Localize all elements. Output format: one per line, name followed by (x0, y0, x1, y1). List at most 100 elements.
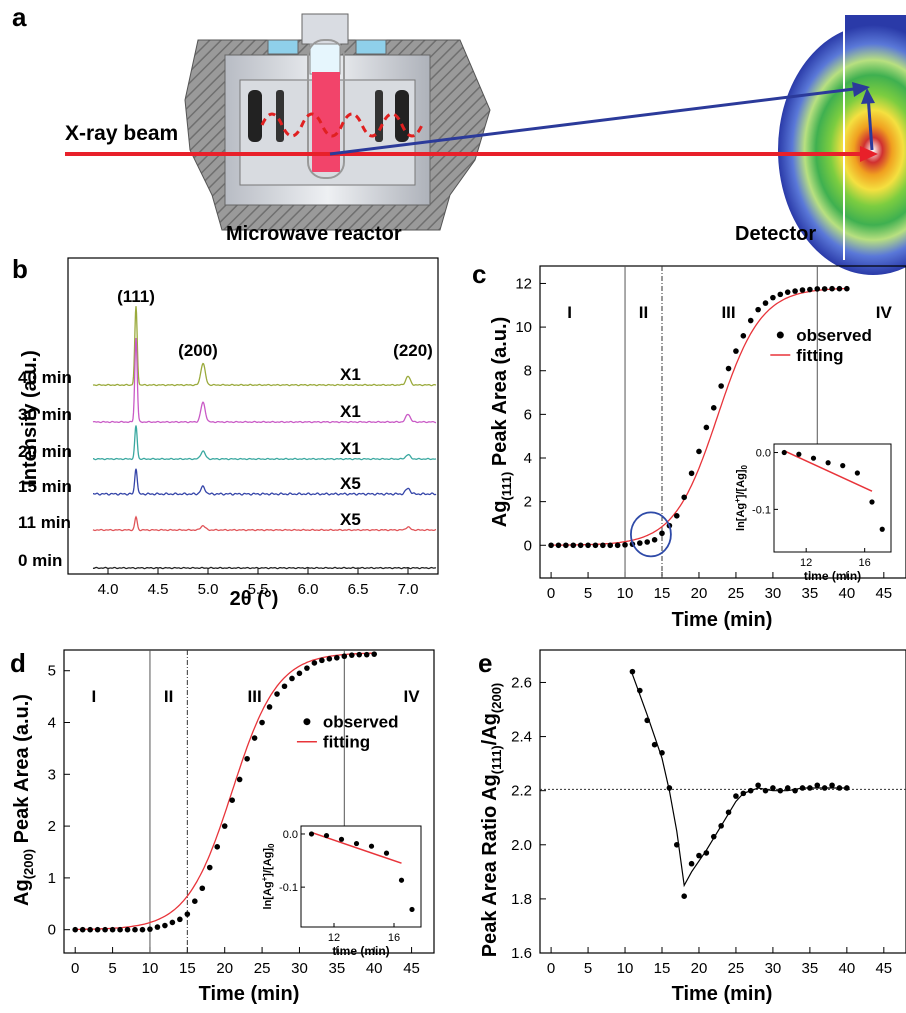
panel-c-observed-point (681, 494, 687, 500)
panel-d-observed-point (274, 691, 280, 697)
panel-c-x-tick-label: 25 (728, 585, 745, 602)
panel-d-inset-point (399, 878, 404, 883)
panel-d-observed-point (319, 658, 325, 664)
panel-label-d: d (10, 648, 26, 678)
panel-d-inset-y-label: ln[Ag+]/[Ag]0 (260, 843, 276, 910)
panel-c-inset-point (796, 452, 801, 457)
panel-d-observed-point (207, 865, 213, 871)
panel-c-x-tick-label: 45 (875, 585, 892, 602)
panel-c-x-tick-label: 0 (547, 585, 555, 602)
panel-e-y-tick-label: 2.0 (511, 837, 532, 854)
panel-c-y-tick-label: 12 (515, 275, 532, 292)
panel-c-observed-point (548, 542, 554, 548)
panel-d-observed-point (177, 917, 183, 923)
panel-e-data-point (689, 861, 695, 867)
panel-e-data-point (770, 785, 776, 791)
panel-c-observed-point (844, 286, 850, 292)
panel-e-data-point (822, 785, 828, 791)
panel-c-region-label: IV (876, 303, 893, 322)
panel-c-observed-point (763, 300, 769, 306)
panel-d-observed-point (192, 898, 198, 904)
panel-d-observed-point (110, 927, 116, 933)
panel-c-observed-point (807, 287, 813, 293)
panel-d-region-label: I (92, 687, 97, 706)
panel-e-x-tick-label: 40 (839, 960, 856, 977)
panel-d-inset-x-tick-label: 16 (388, 932, 400, 944)
panel-c-observed-point (615, 542, 621, 548)
panel-d-inset-y-tick-label: 0.0 (283, 829, 298, 841)
panel-c-observed-point (674, 513, 680, 519)
panel-e-data-point (755, 782, 761, 788)
panel-c-legend-label: observed (796, 326, 872, 345)
panel-e-x-axis-label: Time (min) (672, 983, 773, 1005)
panel-e-data-point (748, 788, 754, 794)
panel-c-inset-frame (774, 444, 891, 552)
panel-e-x-tick-label: 0 (547, 960, 555, 977)
panel-b-peak-label: (111) (117, 287, 155, 306)
panel-d-y-axis-label: Ag(200) Peak Area (a.u.) (11, 694, 36, 906)
panel-c-observed-point (814, 286, 820, 292)
panel-c-observed-point (652, 537, 658, 543)
panel-b-scale-label: X1 (340, 402, 361, 421)
panel-c-y-tick-label: 2 (524, 494, 532, 511)
panel-c-inset-point (826, 460, 831, 465)
panel-b-pattern-line (93, 517, 436, 531)
panel-e-data-point (718, 823, 724, 829)
panel-d-observed-point (185, 911, 191, 917)
panel-d-observed-point (371, 651, 377, 657)
panel-e-data-point (741, 791, 747, 797)
panel-c-y-tick-label: 4 (524, 450, 532, 467)
panel-b-pattern-line (93, 469, 436, 495)
panel-b-peak-label: (200) (178, 341, 218, 360)
panel-d-legend-marker (303, 718, 310, 725)
panel-e-x-tick-label: 25 (728, 960, 745, 977)
panel-b-pattern-line (93, 567, 436, 568)
panel-e-y-tick-label: 1.8 (511, 891, 532, 908)
panel-b-pattern-line (93, 306, 436, 385)
panel-d-observed-point (297, 671, 303, 677)
panel-d-observed-point (102, 927, 108, 933)
panel-c-region-label: I (567, 303, 572, 322)
panel-d-inset-point (309, 831, 314, 836)
panel-d-observed-point (237, 777, 243, 783)
panel-e-data-point (652, 742, 658, 748)
panel-c-inset-x-tick-label: 16 (859, 557, 871, 569)
panel-c-observed-point (600, 542, 606, 548)
panel-d-observed-point (155, 924, 161, 930)
panel-c-observed-point (711, 405, 717, 411)
panel-c-observed-point (563, 542, 569, 548)
panel-d-observed-point (252, 735, 258, 741)
panel-label-e: e (478, 648, 492, 678)
panel-b-x-axis-label: 2θ (°) (230, 588, 279, 610)
panel-c-observed-point (829, 286, 835, 292)
panel-a: a X-ray beam Mic (12, 2, 906, 275)
panel-d-x-tick-label: 5 (108, 960, 116, 977)
panel-c-observed-point (770, 295, 776, 301)
panel-c-observed-point (578, 542, 584, 548)
panel-c-observed-point (741, 333, 747, 339)
panel-d-inset-point (324, 833, 329, 838)
panel-c-x-tick-label: 15 (654, 585, 671, 602)
panel-c-observed-point (792, 288, 798, 294)
panel-e-data-point (829, 782, 835, 788)
panel-b-series-label: 11 min (18, 513, 71, 532)
panel-b-x-tick-label: 4.0 (98, 581, 119, 598)
panel-e-data-point (814, 782, 820, 788)
panel-d-x-tick-label: 25 (254, 960, 271, 977)
panel-c-inset-x-label: time (min) (804, 569, 861, 583)
panel-e-data-point (711, 834, 717, 840)
panel-d-observed-point (162, 923, 168, 929)
panel-e-x-tick-label: 30 (765, 960, 782, 977)
panel-d-inset-y-tick-label: -0.1 (279, 882, 298, 894)
panel-e-x-tick-label: 35 (802, 960, 819, 977)
panel-d-observed-point (282, 683, 288, 689)
panel-e-data-point (681, 893, 687, 899)
panel-c-observed-point (607, 542, 613, 548)
panel-d-x-tick-label: 45 (403, 960, 420, 977)
panel-c-inset-point (869, 499, 874, 504)
panel-c-observed-point (778, 292, 784, 298)
panel-c-observed-point (785, 289, 791, 295)
panel-c-observed-point (755, 307, 761, 313)
panel-c-legend-label: fitting (796, 346, 843, 365)
